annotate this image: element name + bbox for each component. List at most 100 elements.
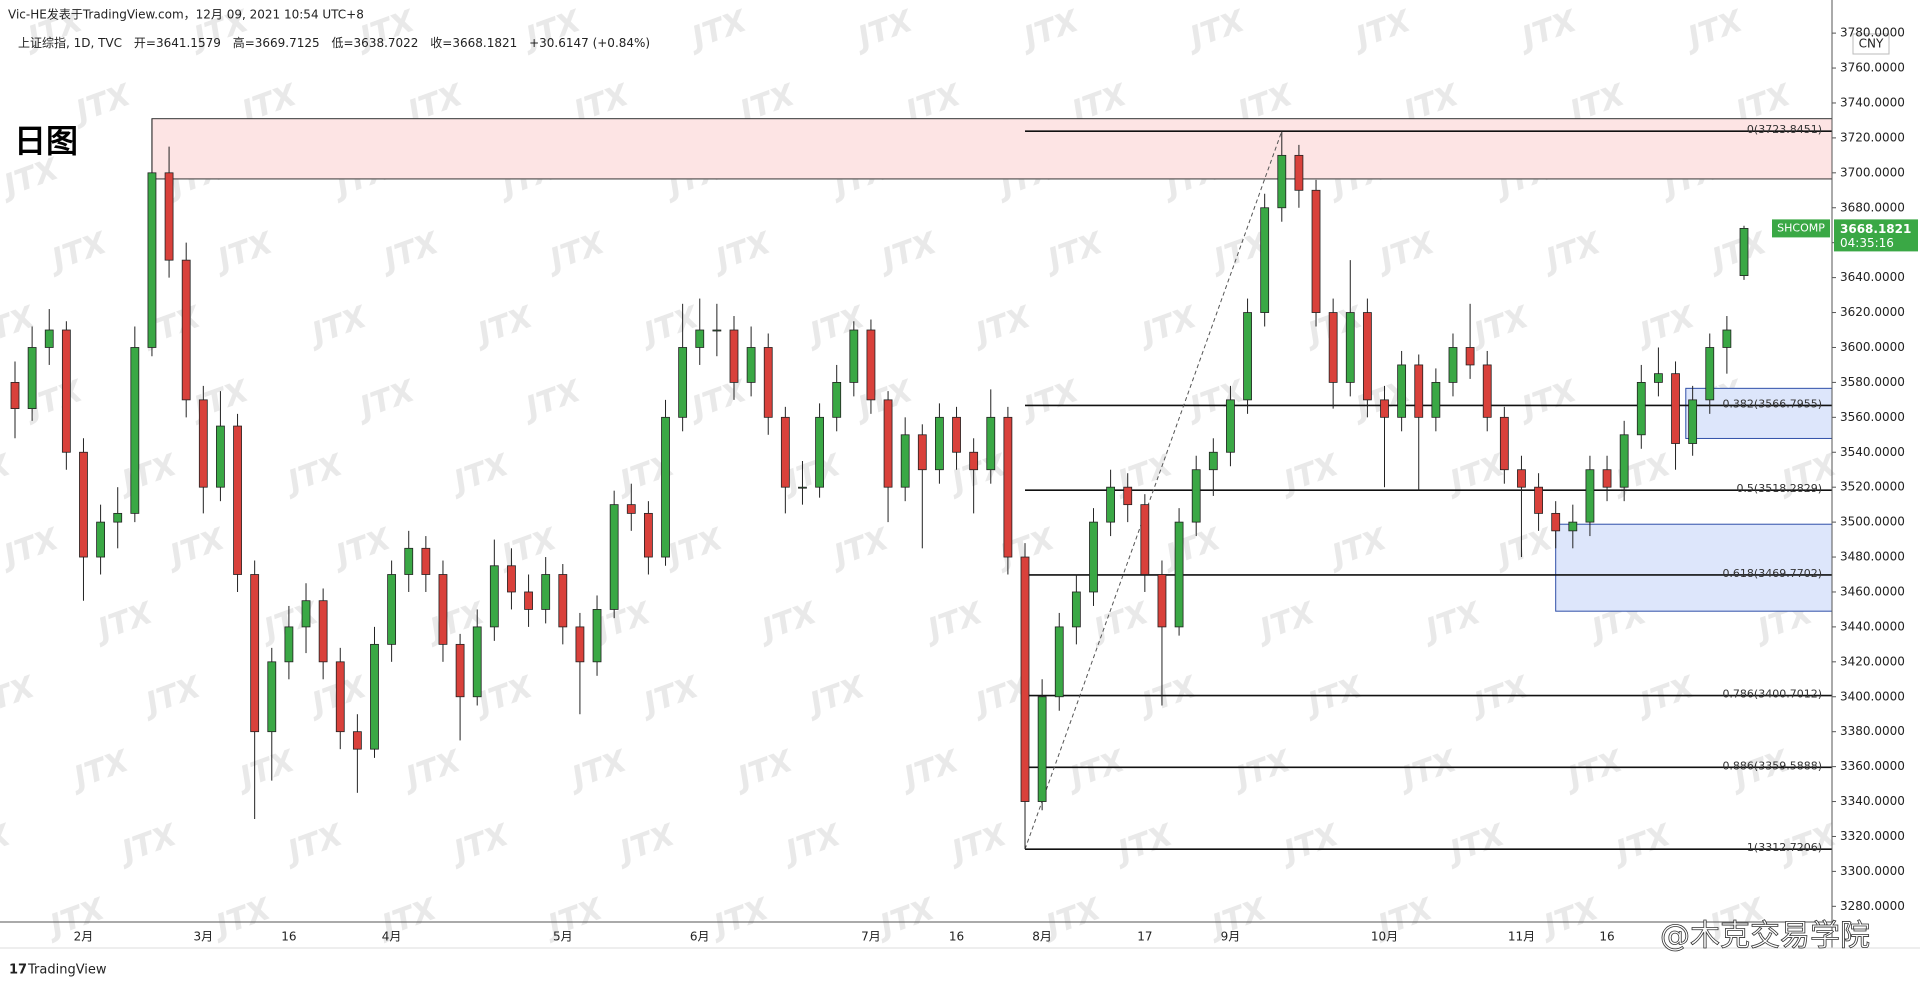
candle-body xyxy=(1054,626,1064,698)
candle-body xyxy=(250,574,260,733)
fib-label: 0.886(3359.5888) xyxy=(1722,759,1822,772)
candle-body xyxy=(44,329,54,348)
low-label: 低= xyxy=(331,36,353,50)
watermark: JTX xyxy=(1513,373,1583,427)
candle-body xyxy=(798,486,807,489)
credit: @木克交易学院 xyxy=(1660,919,1870,954)
watermark: JTX xyxy=(0,299,41,353)
close-value: 3668.1821 xyxy=(452,36,517,50)
y-tick-label: 3340.0000 xyxy=(1840,794,1905,808)
y-tick-label: 3680.0000 xyxy=(1840,200,1905,214)
watermark: JTX xyxy=(137,669,207,723)
watermark: JTX xyxy=(611,817,681,871)
high-value: 3669.7125 xyxy=(255,36,320,50)
watermark: JTX xyxy=(1371,225,1441,279)
candle-body xyxy=(489,565,499,628)
watermark: JTX xyxy=(705,891,775,945)
candle-body xyxy=(318,600,328,663)
candle-body xyxy=(1020,556,1030,802)
watermark: JTX xyxy=(1157,521,1227,575)
candle-body xyxy=(335,661,345,733)
y-tick-label: 3580.0000 xyxy=(1840,375,1905,389)
watermark: JTX xyxy=(231,743,301,797)
y-tick-label: 3520.0000 xyxy=(1840,480,1905,494)
candle-body xyxy=(678,347,688,418)
candle-body xyxy=(1328,312,1338,383)
trendline xyxy=(1024,131,1283,850)
currency: CNY xyxy=(1859,37,1884,51)
y-tick-label: 3540.0000 xyxy=(1840,445,1905,459)
watermark: JTX xyxy=(849,3,919,57)
watermark: JTX xyxy=(1347,3,1417,57)
y-tick-label: 3560.0000 xyxy=(1840,410,1905,424)
watermark: JTX xyxy=(873,225,943,279)
watermark: JTX xyxy=(0,817,17,871)
watermark: JTX xyxy=(517,373,587,427)
watermark: JTX xyxy=(1535,891,1605,945)
watermark: JTX xyxy=(683,373,753,427)
candle-body xyxy=(79,451,88,558)
candle-body xyxy=(1380,399,1389,418)
candle-body xyxy=(1431,381,1441,418)
watermark: JTX xyxy=(375,225,445,279)
watermark: JTX xyxy=(1489,521,1559,575)
fib-label: 1(3312.7206) xyxy=(1747,841,1822,854)
candle-body xyxy=(1003,416,1013,558)
candle-body xyxy=(370,643,379,750)
y-tick-label: 3380.0000 xyxy=(1840,724,1905,738)
watermark: JTX xyxy=(209,225,279,279)
y-tick-label: 3740.0000 xyxy=(1840,95,1905,109)
candle-body xyxy=(952,416,961,453)
candle-body xyxy=(455,643,465,698)
zone xyxy=(151,118,1833,180)
candle-body xyxy=(1140,504,1150,575)
watermark: JTX xyxy=(729,743,799,797)
watermark: JTX xyxy=(161,521,231,575)
author-line: Vic-HE发表于TradingView.com，12月 09, 2021 10… xyxy=(8,7,364,22)
candle-body xyxy=(61,329,71,453)
candle-body xyxy=(1465,347,1475,366)
watermark: JTX xyxy=(919,595,989,649)
ticker: SHCOMP xyxy=(1777,221,1825,234)
candle-body xyxy=(96,521,105,558)
y-tick-label: 3460.0000 xyxy=(1840,584,1905,598)
watermark: JTX xyxy=(279,447,349,501)
watermark: JTX xyxy=(1227,743,1297,797)
x-tick-label: 10月 xyxy=(1371,930,1398,944)
watermark: JTX xyxy=(1537,225,1607,279)
y-tick-label: 3440.0000 xyxy=(1840,619,1905,633)
watermark: JTX xyxy=(611,447,681,501)
watermark: JTX xyxy=(1015,373,1085,427)
candle-body xyxy=(541,574,551,610)
candle-body xyxy=(1191,469,1201,523)
candle-body xyxy=(438,574,448,645)
watermark: JTX xyxy=(1513,3,1583,57)
candle-body xyxy=(301,600,311,628)
candle-body xyxy=(969,451,979,471)
candle-body xyxy=(1157,574,1167,628)
y-tick-label: 3300.0000 xyxy=(1840,864,1905,878)
y-tick-label: 3280.0000 xyxy=(1840,899,1905,913)
watermark: JTX xyxy=(1275,447,1345,501)
watermark: JTX xyxy=(635,669,705,723)
low-value: 3638.7022 xyxy=(354,36,419,50)
candle-body xyxy=(592,609,602,663)
watermark: JTX xyxy=(1251,595,1321,649)
watermark: JTX xyxy=(1559,743,1629,797)
watermark: JTX xyxy=(327,521,397,575)
candle-body xyxy=(524,591,533,610)
candle-body xyxy=(712,329,722,332)
zone xyxy=(1555,523,1833,612)
watermark: JTX xyxy=(635,299,705,353)
y-tick-label: 3640.0000 xyxy=(1840,270,1905,284)
candle-body xyxy=(661,416,670,558)
candle-body xyxy=(113,512,123,523)
candle-body xyxy=(1602,469,1612,488)
watermark: JTX xyxy=(397,743,467,797)
candle-body xyxy=(198,399,208,488)
watermark: JTX xyxy=(801,299,871,353)
candle-body xyxy=(1551,512,1561,532)
candle-body xyxy=(233,425,242,575)
watermark: JTX xyxy=(445,817,515,871)
x-tick-label: 11月 xyxy=(1508,930,1535,944)
